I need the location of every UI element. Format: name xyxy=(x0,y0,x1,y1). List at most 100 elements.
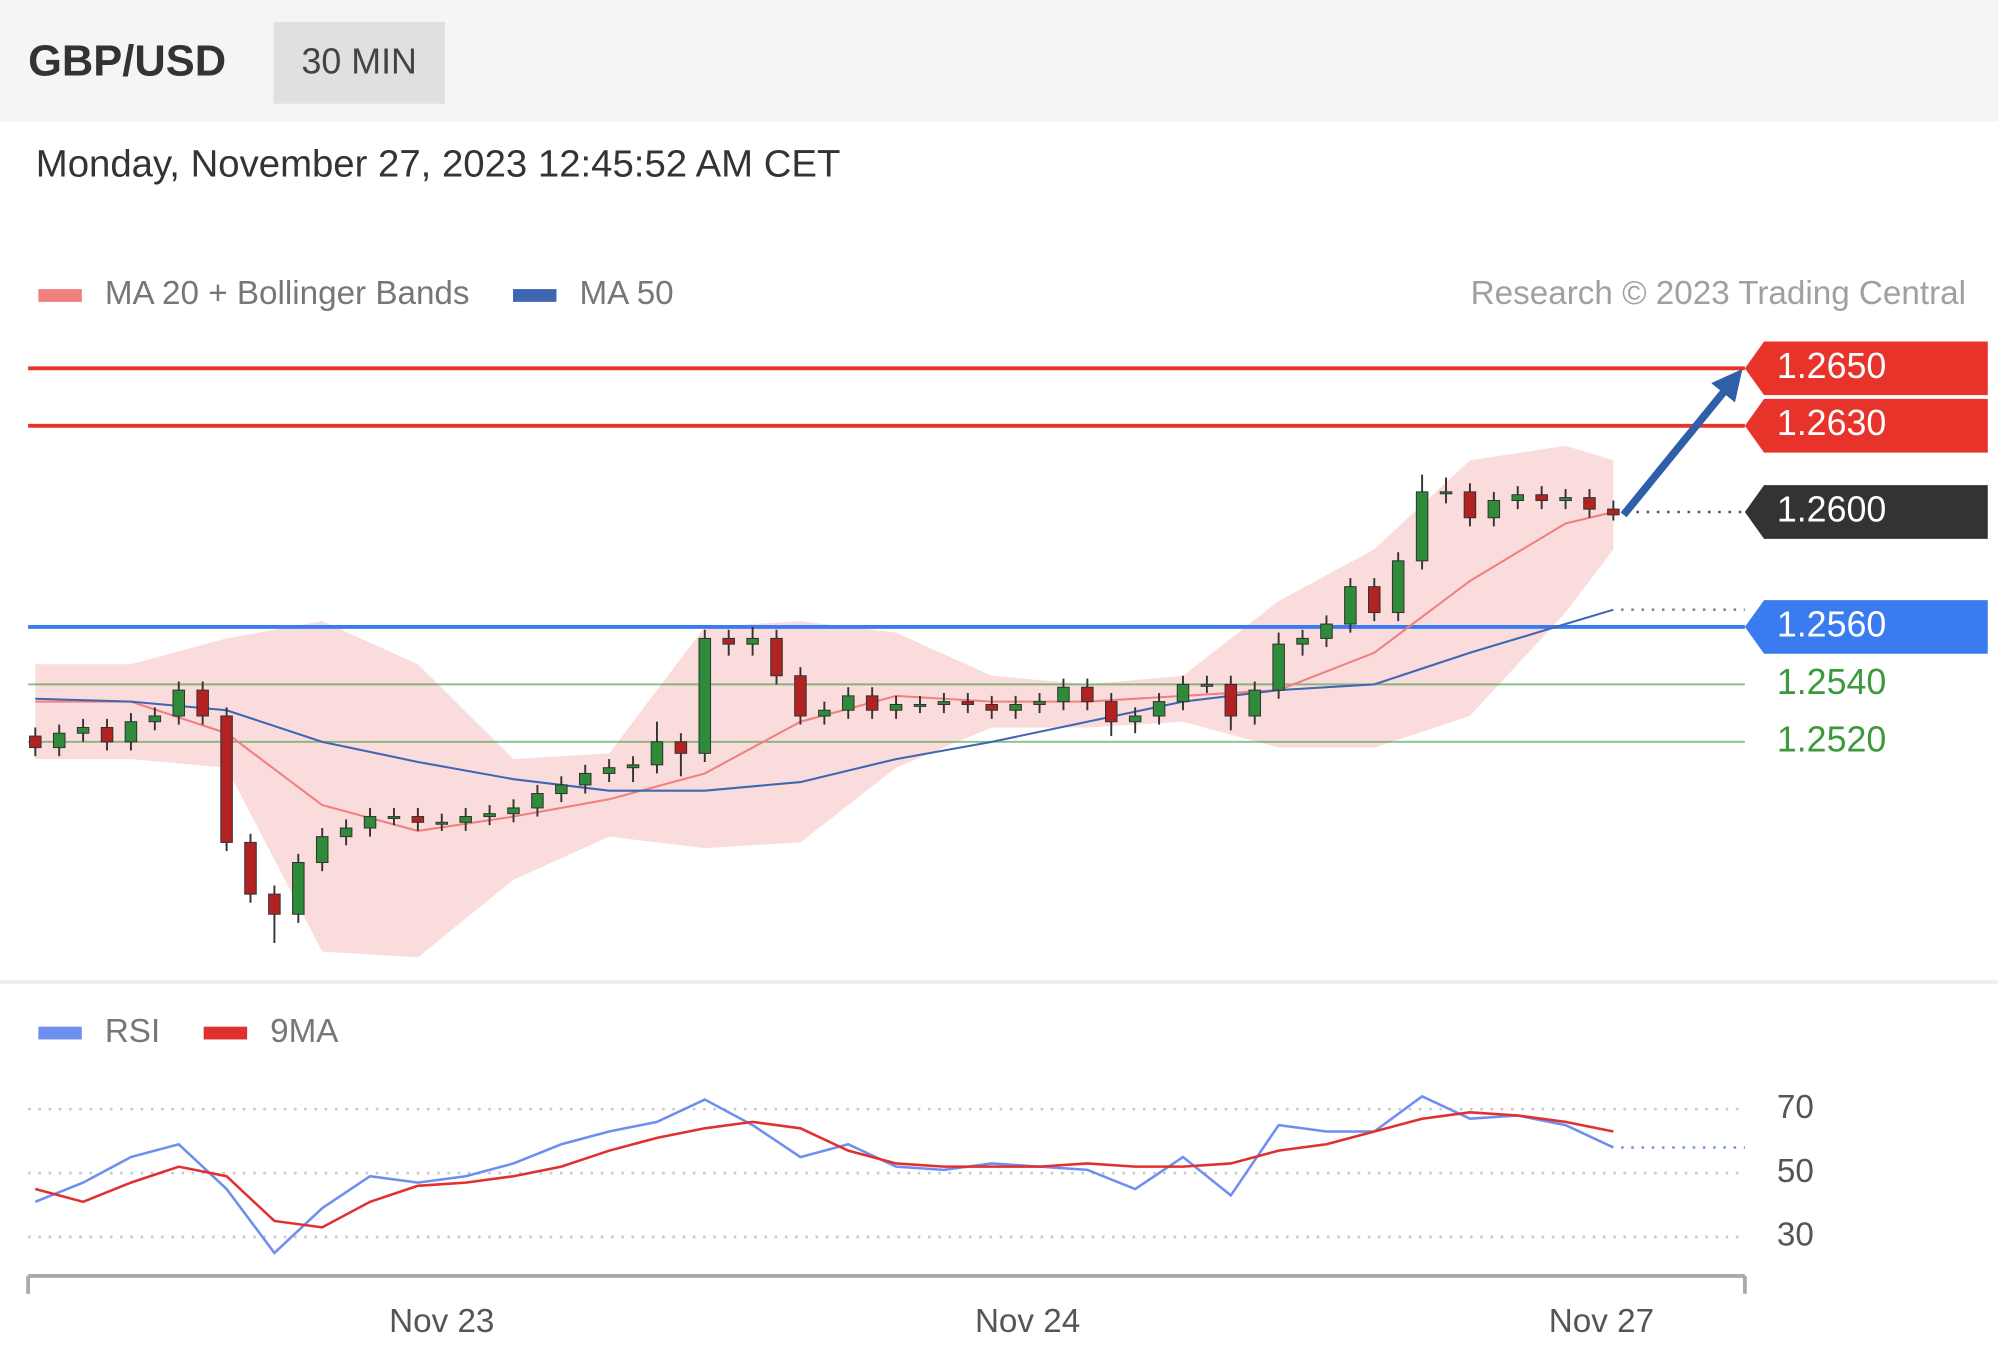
candle-body xyxy=(1320,623,1333,639)
level-tag xyxy=(1744,485,1988,539)
candle-body xyxy=(985,703,998,711)
candle-body xyxy=(1128,715,1142,723)
timestamp: Monday, November 27, 2023 12:45:52 AM CE… xyxy=(36,142,841,185)
candle-body xyxy=(1081,686,1094,703)
legend-swatch xyxy=(38,289,82,302)
forecast-arrow xyxy=(1620,369,1743,518)
legend-label: 9MA xyxy=(270,1013,339,1050)
candle-body xyxy=(1368,586,1381,614)
candle-body xyxy=(1176,683,1190,703)
candle-body xyxy=(387,816,401,819)
candle-body xyxy=(52,732,66,749)
level-tag xyxy=(1744,600,1988,654)
candle-body xyxy=(913,703,927,707)
candle-body xyxy=(1344,586,1357,625)
candle-body xyxy=(602,767,616,774)
candle-body xyxy=(315,836,329,864)
candle-body xyxy=(531,793,544,809)
candle-body xyxy=(1057,686,1070,703)
candle-body xyxy=(1391,560,1405,614)
candle-body xyxy=(937,701,951,705)
candle-body xyxy=(1511,494,1525,501)
level-label: 1.2540 xyxy=(1777,662,1886,702)
x-tick-label: Nov 24 xyxy=(975,1303,1080,1340)
candle-body xyxy=(770,637,783,677)
candle-body xyxy=(124,721,138,743)
candle-body xyxy=(578,772,592,786)
candle-body xyxy=(1248,689,1261,717)
level-label: 1.2600 xyxy=(1777,489,1886,529)
candle-body xyxy=(459,816,472,823)
candle-body xyxy=(889,703,903,711)
candle-body xyxy=(1607,508,1620,516)
candle-body xyxy=(555,784,568,795)
candle-body xyxy=(746,637,759,645)
candle-body xyxy=(626,764,640,769)
candle-body xyxy=(1535,494,1548,501)
level-label: 1.2650 xyxy=(1777,346,1886,386)
interval-button[interactable] xyxy=(273,21,445,104)
candle-body xyxy=(100,726,114,743)
candle-body xyxy=(339,827,353,838)
legend-swatch xyxy=(38,1026,82,1040)
candle-body xyxy=(1296,637,1309,645)
candle-body xyxy=(1033,701,1046,705)
level-tag xyxy=(1744,398,1988,453)
candle-body xyxy=(483,813,496,818)
candle-body xyxy=(818,709,831,717)
candle-body xyxy=(1583,497,1596,510)
interval-label[interactable]: 30 MIN xyxy=(302,42,417,82)
candle-body xyxy=(76,726,90,734)
series-line xyxy=(34,1111,1614,1229)
candle-body xyxy=(650,741,664,766)
candle-body xyxy=(244,841,257,895)
symbol: GBP/USD xyxy=(28,38,226,86)
candle-body xyxy=(268,893,281,915)
legend-label: RSI xyxy=(105,1013,160,1050)
level-label: 1.2630 xyxy=(1777,403,1886,443)
candle-body xyxy=(698,637,712,754)
x-tick-label: Nov 27 xyxy=(1549,1303,1654,1340)
level-label: 1.2560 xyxy=(1777,604,1886,644)
candle-body xyxy=(29,735,42,749)
candle-body xyxy=(1009,703,1022,711)
candle-body xyxy=(1200,683,1214,687)
candle-body xyxy=(1415,491,1429,562)
y-tick-label: 50 xyxy=(1777,1153,1814,1190)
candle-body xyxy=(292,862,305,915)
y-tick-label: 70 xyxy=(1777,1089,1814,1126)
level-tag xyxy=(1744,341,1988,396)
moving-average xyxy=(35,608,1614,792)
candle-body xyxy=(1463,491,1477,519)
legend-label: MA 20 + Bollinger Bands xyxy=(105,275,470,312)
legend-label: MA 50 xyxy=(579,275,673,312)
candle-body xyxy=(363,816,377,829)
candle-body xyxy=(674,741,688,754)
candle-body xyxy=(794,675,807,717)
series-line xyxy=(34,1094,1614,1255)
candle-body xyxy=(865,695,879,711)
candle-body xyxy=(722,637,735,645)
candle-body xyxy=(961,701,975,705)
candle-body xyxy=(1105,701,1118,723)
candle-body xyxy=(1272,643,1285,691)
x-tick-label: Nov 23 xyxy=(389,1303,494,1340)
candle-body xyxy=(411,816,425,823)
candle-body xyxy=(172,689,186,717)
candle-body xyxy=(1487,499,1501,519)
candle-body xyxy=(1224,683,1238,717)
candle-body xyxy=(148,715,162,723)
candle-body xyxy=(507,807,520,815)
legend-swatch xyxy=(203,1026,248,1040)
candle-body xyxy=(1439,491,1453,495)
candle-body xyxy=(841,695,855,711)
candle-body xyxy=(435,821,449,825)
candle-body xyxy=(1152,701,1166,717)
legend-swatch xyxy=(513,289,557,302)
level-label: 1.2520 xyxy=(1777,719,1886,759)
candle-body xyxy=(220,715,233,843)
candle-body xyxy=(196,689,209,717)
y-tick-label: 30 xyxy=(1777,1217,1814,1254)
